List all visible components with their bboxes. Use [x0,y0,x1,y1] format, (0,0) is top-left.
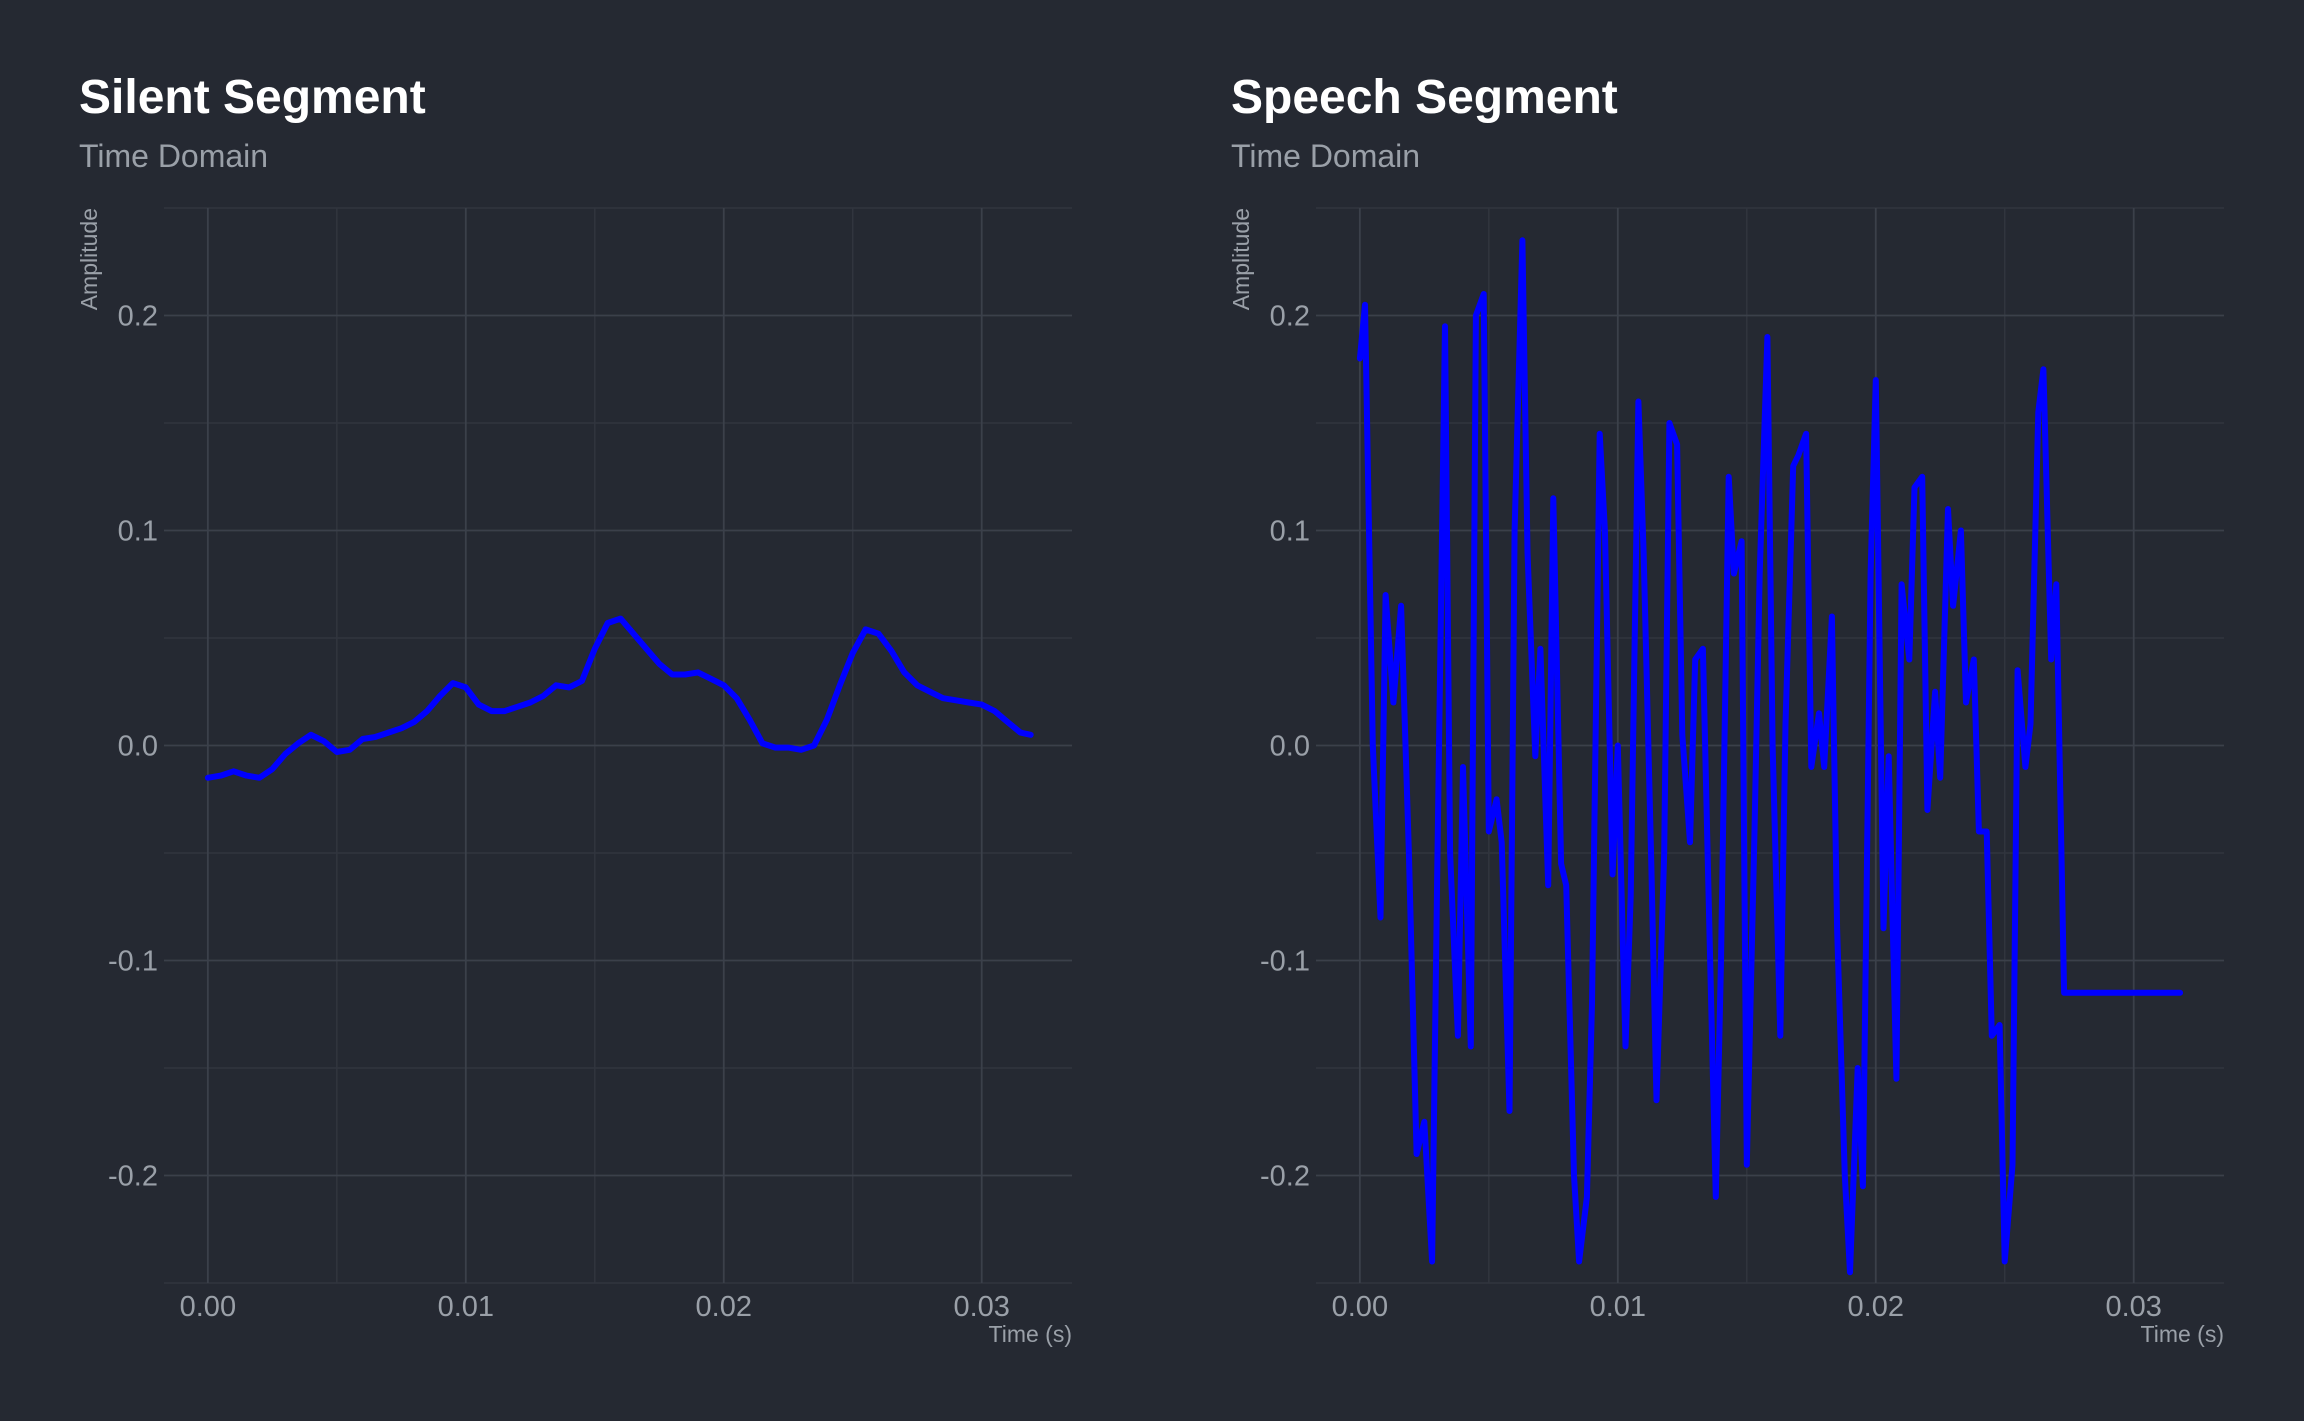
x-tick-label: 0.02 [1848,1291,1904,1323]
speech-segment-plot: 0.00 0.01 0.02 0.03 -0.2 -0.1 0.0 0.1 0.2 Time (s… [1228,207,2224,1347]
x-tick-label: 0.02 [696,1291,752,1323]
x-tick-label: 0.01 [1590,1291,1646,1323]
y-tick-label: -0.2 [1260,1161,1310,1193]
silent-segment-plot: 0.00 0.01 0.02 0.03 -0.2 -0.1 0.0 0.1 0.2 Time (s… [76,207,1072,1347]
chart-title: Speech Segment [1231,71,1618,124]
series-line [204,615,1034,781]
x-axis-title: Time (s) [989,1321,1072,1347]
x-tick-label: 0.00 [180,1291,236,1323]
y-tick-label: 0.0 [1270,731,1310,763]
y-tick-label: 0.1 [1270,516,1310,548]
y-tick-label: -0.1 [1260,946,1310,978]
x-axis-title: Time (s) [2141,1321,2224,1347]
chart-subtitle: Time Domain [1231,138,1421,174]
y-tick-label: 0.2 [118,301,158,333]
y-tick-label: 0.0 [118,731,158,763]
x-tick-label: 0.00 [1332,1291,1388,1323]
x-tick-label: 0.01 [438,1291,494,1323]
series-line [1356,237,2184,1276]
y-tick-label: 0.1 [118,516,158,548]
y-axis-title: Amplitude [76,208,102,310]
y-tick-label: -0.1 [108,946,158,978]
x-tick-label: 0.03 [2105,1291,2161,1323]
y-tick-label: 0.2 [1270,301,1310,333]
y-tick-label: -0.2 [108,1161,158,1193]
x-tick-label: 0.03 [953,1291,1009,1323]
chart-subtitle: Time Domain [79,138,269,174]
silent-segment-panel: Silent Segment Time Domain 0.00 0.01 0.02 0… [76,71,1072,1347]
speech-segment-panel: Speech Segment Time Domain 0.00 0.01 0.02 0… [1152,0,2304,1421]
chart-title: Silent Segment [79,71,426,124]
y-axis-title: Amplitude [1228,208,1254,310]
